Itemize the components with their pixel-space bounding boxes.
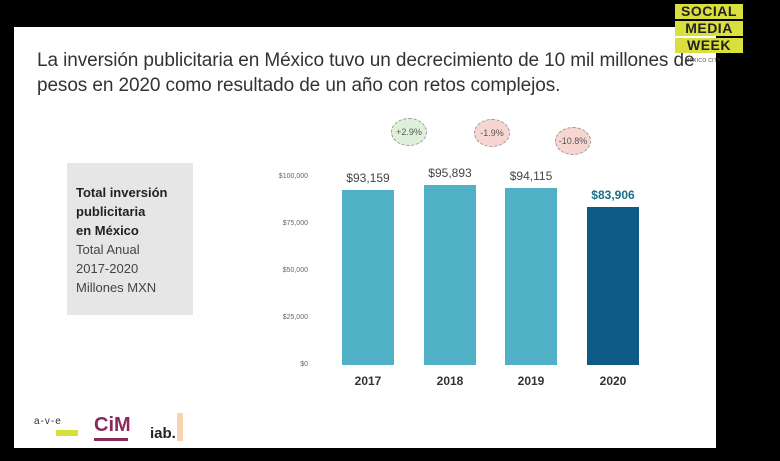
bar-2019 bbox=[505, 188, 557, 365]
cim-logo-underline bbox=[94, 438, 128, 441]
title-line-1: La inversión publicitaria en México tuvo… bbox=[37, 50, 695, 71]
iab-logo-tag bbox=[177, 413, 183, 441]
change-badge: -1.9% bbox=[474, 119, 510, 147]
title-line-2: pesos en 2020 como resultado de un año c… bbox=[37, 75, 561, 96]
desc-bold-1: Total inversión bbox=[76, 185, 168, 200]
logo-line-1: SOCIAL bbox=[675, 4, 743, 19]
change-badge: -10.8% bbox=[555, 127, 591, 155]
ave-logo-tag bbox=[56, 430, 78, 436]
x-axis-label-2018: 2018 bbox=[436, 374, 464, 388]
y-axis-tick-label: $100,000 bbox=[278, 173, 308, 180]
x-axis-label-2017: 2017 bbox=[354, 374, 382, 388]
y-axis-tick-label: $50,000 bbox=[282, 267, 308, 274]
cim-logo: CiM bbox=[94, 414, 131, 436]
y-axis-tick-label: $25,000 bbox=[282, 314, 308, 321]
desc-line-2: 2017-2020 bbox=[76, 261, 139, 276]
logo-city: MEXICO CITY bbox=[685, 58, 721, 64]
iab-logo: iab. bbox=[150, 425, 176, 442]
change-badge: +2.9% bbox=[391, 118, 427, 146]
desc-bold-3: en México bbox=[76, 223, 139, 238]
value-label-2017: $93,159 bbox=[346, 170, 390, 185]
desc-line-3: Millones MXN bbox=[76, 280, 157, 295]
chart-description-box: Total inversión publicitaria en México T… bbox=[67, 163, 193, 315]
desc-line-1: Total Anual bbox=[76, 242, 140, 257]
value-label-2018: $95,893 bbox=[428, 165, 472, 180]
logo-line-3: WEEK bbox=[675, 38, 743, 53]
y-axis-tick-label: $0 bbox=[300, 361, 308, 368]
logo-line-2: MEDIA bbox=[675, 21, 743, 36]
social-media-week-logo: SOCIAL MEDIA WEEK MEXICO CITY bbox=[675, 4, 743, 64]
y-axis-tick-label: $75,000 bbox=[282, 220, 308, 227]
desc-bold-2: publicitaria bbox=[76, 204, 146, 219]
bar-2020 bbox=[587, 207, 639, 365]
bar-2017 bbox=[342, 189, 394, 365]
value-label-2019: $94,115 bbox=[509, 169, 553, 184]
x-axis-label-2020: 2020 bbox=[599, 374, 627, 388]
ave-logo: a-v-e bbox=[34, 416, 62, 427]
value-label-2020: $83,906 bbox=[591, 188, 635, 203]
bar-2018 bbox=[424, 184, 476, 365]
page-title: La inversión publicitaria en México tuvo… bbox=[37, 48, 717, 98]
x-axis-label-2019: 2019 bbox=[517, 374, 545, 388]
